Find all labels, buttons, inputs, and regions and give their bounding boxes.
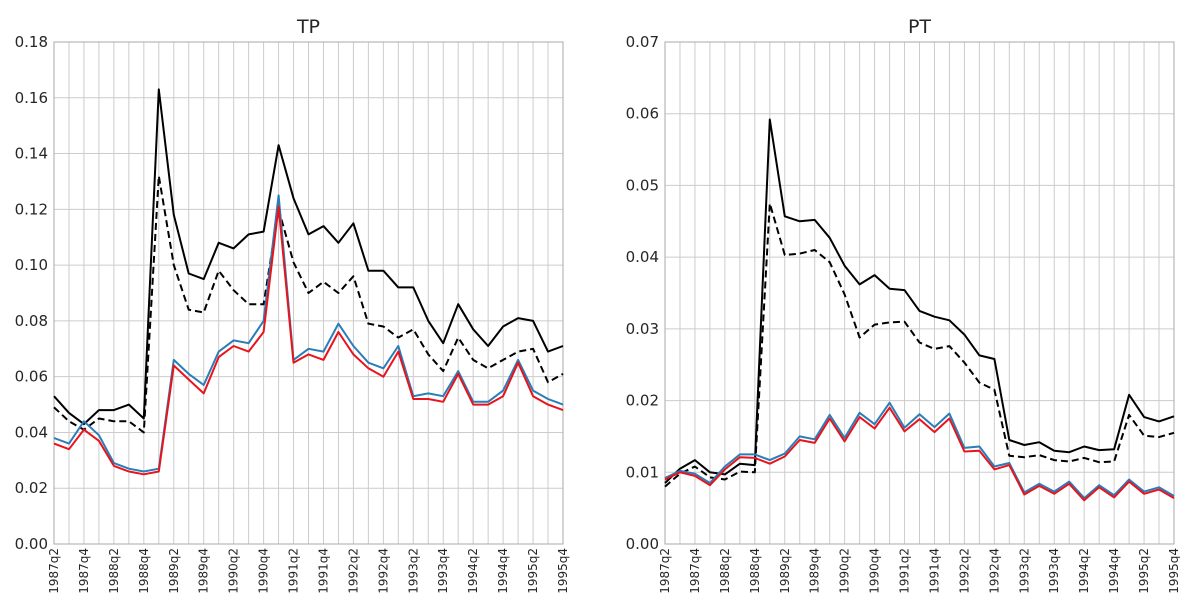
x-tick-label: 1995q2 — [1137, 548, 1151, 594]
x-tick-label: 1990q2 — [838, 548, 852, 594]
y-tick-label: 0.04 — [626, 248, 659, 266]
series-line-3 — [53, 194, 564, 473]
x-tick-label: 1993q2 — [406, 548, 420, 594]
x-tick-label: 1988q4 — [748, 548, 762, 594]
x-tick-label: 1995q4 — [556, 548, 570, 594]
y-tick-label: 0.16 — [15, 89, 48, 107]
x-tick-label: 1994q2 — [466, 548, 480, 594]
series-line-1 — [664, 118, 1175, 484]
y-tick-label: 0.00 — [626, 535, 659, 553]
chart-panel-pt: PT 0.00 0.01 0.02 0.03 0.04 0.05 0.06 0.07 1987q… — [626, 16, 1180, 594]
plot-frame — [53, 41, 564, 545]
x-tick-label: 1992q4 — [987, 548, 1001, 594]
x-tick-label: 1992q2 — [957, 548, 971, 594]
x-tick-label: 1989q2 — [778, 548, 792, 594]
x-tick-label: 1992q4 — [376, 548, 390, 594]
x-tick-label: 1994q2 — [1077, 548, 1091, 594]
y-tick-label: 0.06 — [15, 368, 48, 386]
x-tick-label: 1994q4 — [496, 548, 510, 594]
y-tick-label: 0.01 — [626, 463, 659, 481]
chart-title: PT — [908, 16, 931, 38]
y-tick-label: 0.08 — [15, 312, 48, 330]
x-tick-label: 1990q4 — [257, 548, 271, 594]
x-tick-label: 1993q2 — [1017, 548, 1031, 594]
y-tick-label: 0.14 — [15, 145, 48, 163]
x-tick-label: 1988q2 — [107, 548, 121, 594]
x-tick-label: 1987q4 — [688, 548, 702, 594]
y-tick-label: 0.12 — [15, 200, 48, 218]
series-line-2 — [53, 174, 564, 434]
x-tick-label: 1988q4 — [137, 548, 151, 594]
series-line-4 — [53, 205, 564, 476]
y-tick-label: 0.05 — [626, 176, 659, 194]
y-tick-label: 0.06 — [626, 105, 659, 123]
y-tick-label: 0.18 — [15, 33, 48, 51]
x-tick-label: 1987q4 — [77, 548, 91, 594]
x-tick-label: 1990q2 — [227, 548, 241, 594]
y-tick-label: 0.02 — [15, 479, 48, 497]
x-tick-label: 1991q4 — [316, 548, 330, 594]
series-line-1 — [53, 88, 564, 426]
y-tick-label: 0.07 — [626, 33, 659, 51]
x-tick-label: 1995q4 — [1167, 548, 1180, 594]
x-tick-label: 1987q2 — [658, 548, 672, 594]
x-tick-label: 1994q4 — [1107, 548, 1121, 594]
x-tick-label: 1991q2 — [287, 548, 301, 594]
x-tick-label: 1991q2 — [898, 548, 912, 594]
x-tick-label: 1990q4 — [868, 548, 882, 594]
y-tick-label: 0.02 — [626, 392, 659, 410]
x-tick-label: 1991q4 — [927, 548, 941, 594]
x-tick-label: 1993q4 — [1047, 548, 1061, 594]
series-line-2 — [664, 202, 1175, 488]
x-tick-label: 1992q2 — [346, 548, 360, 594]
plot-frame — [664, 41, 1175, 545]
x-tick-label: 1993q4 — [436, 548, 450, 594]
y-tick-label: 0.04 — [15, 423, 48, 441]
x-tick-label: 1989q4 — [197, 548, 211, 594]
x-tick-label: 1995q2 — [526, 548, 540, 594]
y-tick-label: 0.03 — [626, 320, 659, 338]
y-tick-label: 0.10 — [15, 256, 48, 274]
x-tick-label: 1989q4 — [808, 548, 822, 594]
x-tick-label: 1987q2 — [47, 548, 61, 594]
x-tick-label: 1989q2 — [167, 548, 181, 594]
chart-panel-tp: TP 0.00 0.02 0.04 0.06 0.08 0.10 0.12 0.14 0.16 0… — [15, 16, 570, 594]
y-tick-label: 0.00 — [15, 535, 48, 553]
chart-title: TP — [296, 16, 320, 38]
series-line-3 — [664, 401, 1175, 500]
x-tick-label: 1988q2 — [718, 548, 732, 594]
series-line-4 — [664, 406, 1175, 502]
